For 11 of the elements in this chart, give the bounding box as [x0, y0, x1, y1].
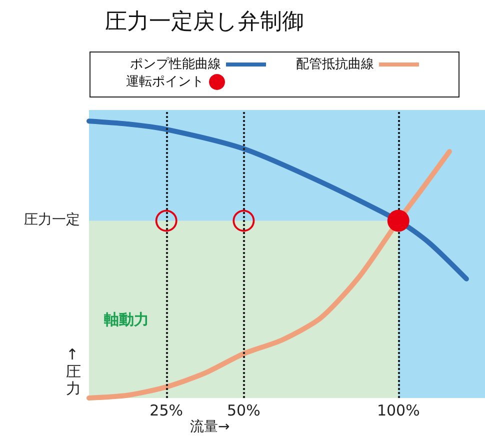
text: 圧力一定 — [24, 212, 80, 228]
legend-label: 運転ポイント — [126, 74, 204, 90]
x-tick-label: 25% — [150, 402, 184, 420]
chart-title: 圧力一定戻し弁制御 — [105, 10, 304, 34]
legend-label: ポンプ性能曲線 — [130, 57, 221, 72]
x-tick-label: 50% — [227, 402, 260, 420]
x-tick-label: 100% — [376, 402, 420, 420]
x-axis-title: 流量→ — [190, 419, 230, 435]
y-axis-title: ↑圧力 — [66, 346, 81, 398]
band-label: 軸動力 — [103, 310, 149, 328]
legend-label: 配管抵抗曲線 — [296, 57, 374, 72]
